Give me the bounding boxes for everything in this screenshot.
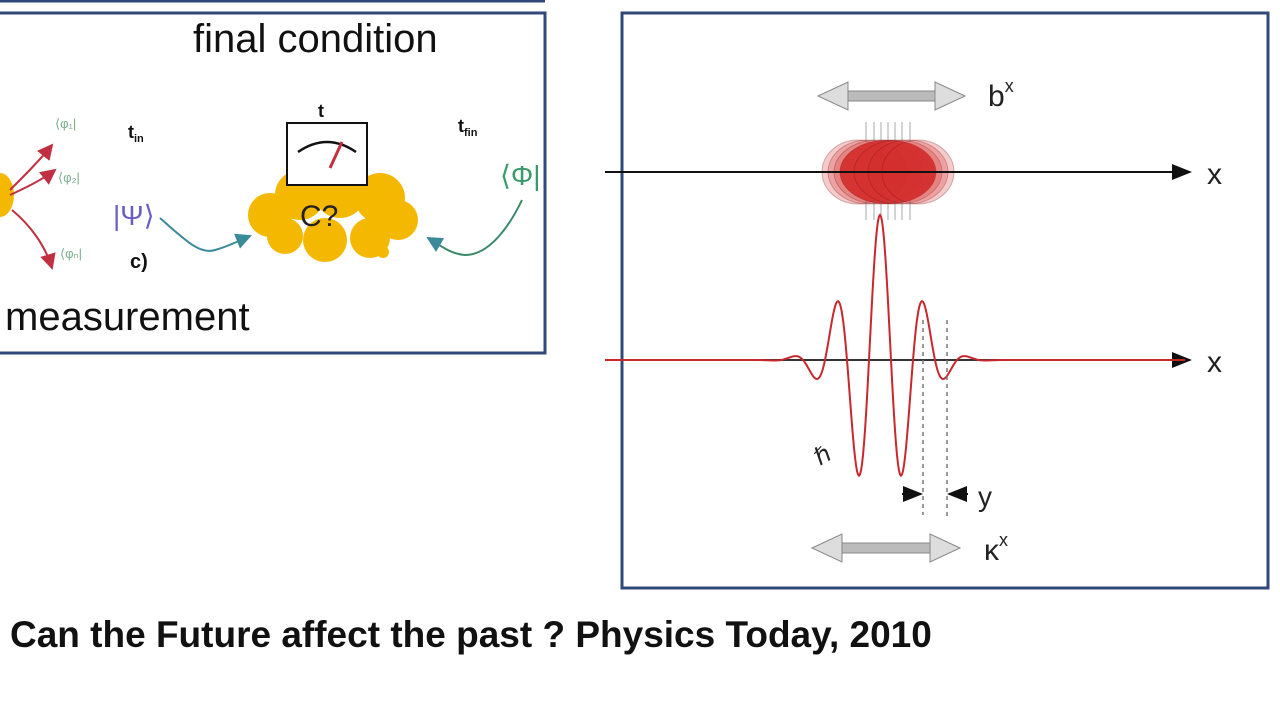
t-fin-label: tfin [458, 116, 478, 139]
final-condition-title: final condition [193, 17, 438, 61]
cloud-label: C? [300, 200, 338, 233]
wavelength-label: ℏ [809, 440, 836, 471]
offset-label: y [978, 481, 992, 512]
slide-caption: Can the Future affect the past ? Physics… [10, 614, 932, 655]
outcome-state-2: ⟨φ₂| [58, 170, 80, 185]
top-width-label: bx [988, 76, 1014, 113]
position-blob [821, 122, 955, 220]
right-panel-frame [620, 11, 1270, 590]
bottom-width-label: κx [984, 530, 1008, 567]
t-in-label: tin [128, 122, 144, 145]
left-panel-frame [0, 11, 547, 355]
top-width-arrow [816, 81, 967, 111]
wave-packet [605, 213, 1185, 478]
meter-time-label: t [318, 101, 324, 121]
forward-arrow [159, 217, 252, 252]
bottom-width-arrow [810, 533, 962, 563]
right-panel: bx x x y ℏ κx [605, 11, 1270, 590]
outcome-arrow-2 [9, 168, 57, 196]
outcome-arrow-1 [9, 143, 54, 191]
initial-state-psi: |Ψ⟩ [113, 200, 155, 231]
left-cloud-fragment [0, 173, 14, 217]
measurement-label: measurement [5, 295, 250, 339]
left-panel: final condition measurement ⟨φ₁| ⟨φ₂| ⟨φ… [0, 11, 547, 355]
panel-label-c: c) [130, 251, 148, 273]
outcome-arrow-3 [11, 209, 56, 270]
top-axis-label: x [1207, 158, 1222, 191]
meter-icon [286, 122, 368, 186]
outcome-state-n: ⟨φₙ| [60, 246, 82, 261]
final-state-phi: ⟨Φ| [500, 160, 541, 191]
backward-arrow [426, 199, 523, 257]
bottom-axis-label: x [1207, 346, 1222, 379]
outcome-state-1: ⟨φ₁| [55, 116, 76, 131]
